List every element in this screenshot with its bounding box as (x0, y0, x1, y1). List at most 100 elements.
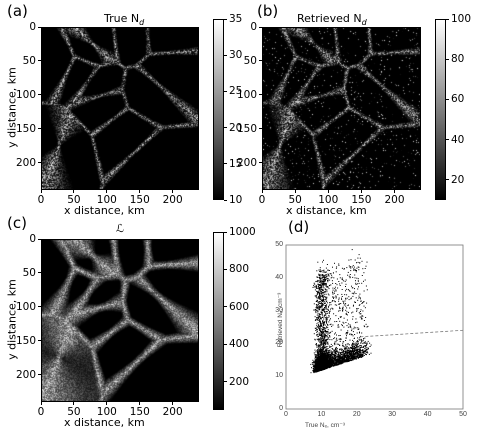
b-ytick-mark (259, 60, 262, 62)
panel-a-colorbar (213, 19, 224, 200)
c-xtick-label: 150 (129, 406, 150, 418)
panel-a-label: (a) (7, 2, 28, 20)
c-xtick-mark (73, 402, 75, 405)
c-cbar-tick-mark (224, 231, 227, 233)
c-cbar-tick-label: 600 (229, 300, 250, 313)
b-xtick-mark (294, 190, 296, 193)
c-ytick-label: 100 (15, 300, 36, 313)
a-xtick-mark (40, 190, 42, 193)
panel-b-colorbar (435, 19, 446, 200)
c-xtick-label: 50 (67, 406, 81, 418)
panel-d-scatter (285, 244, 464, 410)
panel-c-title: ℒ (116, 222, 124, 235)
a-cbar-tick-label: 25 (229, 85, 243, 98)
a-cbar-tick-label: 20 (229, 121, 243, 134)
c-ytick-label: 150 (15, 334, 36, 347)
c-ytick-label: 0 (29, 233, 36, 245)
b-ytick-label: 100 (236, 88, 257, 101)
b-xtick-label: 100 (318, 194, 339, 206)
panel-d-reference-line (360, 329, 464, 338)
c-ytick-label: 200 (15, 368, 36, 381)
c-ytick-label: 50 (22, 266, 36, 279)
a-cbar-tick-mark (224, 199, 227, 201)
panel-d-ytick-label: 0 (279, 405, 283, 412)
c-xtick-mark (172, 402, 174, 405)
panel-a-ylabel: y distance, km (5, 67, 19, 148)
a-xtick-label: 50 (67, 194, 81, 206)
c-ytick-mark (38, 238, 41, 240)
panel-b-heatmap (262, 27, 421, 190)
a-cbar-tick-label: 10 (229, 194, 243, 206)
panel-d-ylabel: Retrieved Nₑ, cm⁻³ (277, 292, 284, 348)
panel-d-ytick-label: 40 (275, 273, 283, 281)
a-ytick-mark (38, 94, 41, 96)
panel-b-xlabel: x distance, km (286, 204, 367, 217)
a-xtick-label: 100 (96, 194, 117, 206)
c-xtick-mark (139, 402, 141, 405)
b-cbar-tick-mark (446, 139, 449, 141)
c-cbar-tick-label: 200 (229, 375, 250, 388)
a-cbar-tick-mark (224, 127, 227, 129)
b-cbar-tick-label: 80 (451, 53, 465, 66)
panel-a-xlabel: x distance, km (64, 204, 145, 217)
b-ytick-label: 150 (236, 122, 257, 135)
a-ytick-mark (38, 60, 41, 62)
a-ytick-label: 0 (29, 21, 36, 33)
a-cbar-tick-mark (224, 163, 227, 165)
b-ytick-label: 50 (243, 54, 257, 67)
a-ytick-label: 50 (22, 54, 36, 67)
b-ytick-label: 200 (236, 156, 257, 169)
panel-d-xtick-label: 40 (423, 411, 432, 418)
c-ytick-mark (38, 374, 41, 376)
a-xtick-label: 0 (37, 194, 45, 206)
b-ytick-mark (259, 162, 262, 164)
a-ytick-label: 200 (15, 156, 36, 169)
b-cbar-tick-mark (446, 98, 449, 100)
b-xtick-label: 50 (288, 194, 302, 206)
b-xtick-label: 0 (258, 194, 266, 206)
panel-d-ytick-label: 20 (275, 339, 283, 347)
panel-b-label: (b) (257, 2, 279, 20)
b-xtick-mark (261, 190, 263, 193)
panel-d-ytick-label: 30 (275, 306, 283, 314)
b-ytick-label: 0 (250, 21, 257, 33)
a-ytick-mark (38, 162, 41, 164)
a-xtick-label: 150 (129, 194, 150, 206)
a-cbar-tick-label: 30 (229, 49, 243, 62)
c-cbar-tick-mark (224, 343, 227, 345)
b-cbar-tick-label: 60 (451, 93, 465, 106)
panel-b-title: Retrieved Nd (297, 12, 367, 28)
a-cbar-tick-label: 15 (229, 157, 243, 170)
a-ytick-label: 100 (15, 88, 36, 101)
panel-d-xlabel: True Nₑ, cm⁻³ (305, 422, 345, 429)
a-cbar-tick-mark (224, 54, 227, 56)
b-ytick-mark (259, 128, 262, 130)
c-xtick-label: 0 (37, 406, 45, 418)
c-xtick-mark (40, 402, 42, 405)
a-ytick-mark (38, 128, 41, 130)
c-ytick-mark (38, 306, 41, 308)
b-xtick-label: 200 (384, 194, 405, 206)
c-ytick-mark (38, 340, 41, 342)
panel-c-heatmap (41, 239, 199, 402)
a-xtick-mark (139, 190, 141, 193)
b-cbar-tick-mark (446, 18, 449, 20)
a-xtick-mark (106, 190, 108, 193)
panel-d-frame (285, 244, 464, 410)
c-xtick-mark (106, 402, 108, 405)
panel-d-ytick-label: 10 (275, 372, 283, 380)
b-ytick-mark (259, 26, 262, 28)
a-xtick-mark (172, 190, 174, 193)
panel-d-xtick-label: 30 (388, 411, 397, 418)
b-cbar-tick-mark (446, 58, 449, 60)
b-xtick-label: 150 (351, 194, 372, 206)
c-ytick-mark (38, 272, 41, 274)
b-xtick-mark (327, 190, 329, 193)
c-cbar-tick-mark (224, 306, 227, 308)
b-xtick-mark (360, 190, 362, 193)
b-xtick-mark (394, 190, 395, 193)
a-cbar-tick-mark (224, 90, 227, 92)
c-xtick-label: 200 (162, 406, 183, 418)
b-ytick-mark (259, 94, 262, 96)
panel-d-xtick-label: 20 (352, 411, 361, 418)
